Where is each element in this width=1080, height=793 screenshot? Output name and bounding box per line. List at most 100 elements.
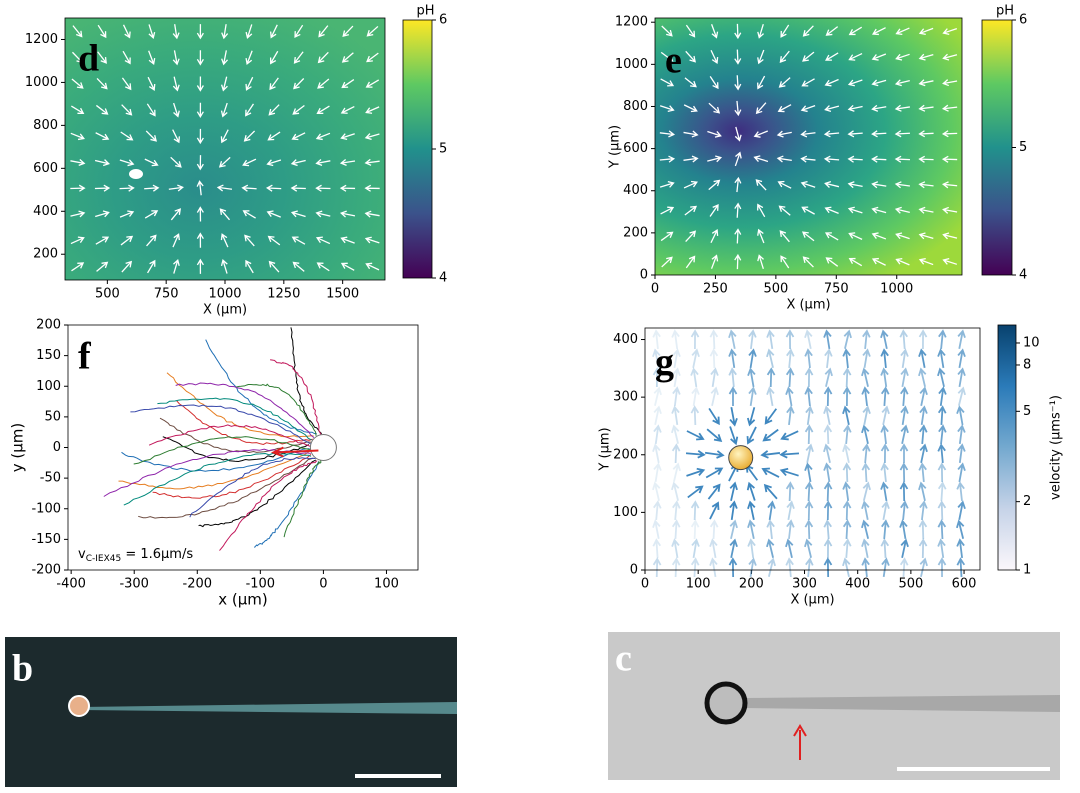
- x-tick-label: 0: [651, 282, 659, 297]
- flow-arrow: [842, 348, 851, 369]
- flow-arrow: [690, 557, 700, 578]
- flow-arrow: [895, 257, 910, 266]
- panel-label: c: [615, 638, 632, 680]
- flow-arrow: [660, 51, 674, 62]
- flow-arrow: [148, 50, 156, 66]
- flow-arrow: [70, 132, 85, 141]
- flow-arrow: [729, 481, 738, 501]
- flow-arrow: [196, 258, 204, 274]
- flow-arrow: [172, 233, 180, 248]
- flow-arrow: [172, 129, 180, 144]
- flow-arrow: [800, 180, 816, 188]
- flow-arrow: [659, 130, 676, 138]
- flow-arrow: [861, 386, 870, 407]
- flow-arrow: [880, 538, 890, 559]
- flow-arrow: [97, 51, 107, 64]
- flow-arrow: [779, 449, 800, 459]
- flow-arrow: [148, 24, 156, 39]
- flow-arrow: [847, 79, 863, 87]
- flow-arrow: [881, 557, 890, 578]
- flow-arrow: [862, 348, 871, 369]
- flow-arrow: [937, 405, 947, 426]
- flow-arrow: [704, 450, 725, 459]
- flow-arrow: [686, 430, 705, 441]
- x-tick-label: 1000: [880, 282, 913, 297]
- flow-arrow: [848, 232, 863, 240]
- flow-arrow: [804, 367, 814, 388]
- flow-arrow: [900, 405, 909, 426]
- flow-arrow: [842, 519, 852, 540]
- flow-arrow: [848, 257, 863, 267]
- flow-arrow: [708, 179, 721, 191]
- flow-arrow: [802, 256, 814, 268]
- flow-arrow: [763, 483, 778, 500]
- flow-arrow: [871, 181, 887, 189]
- flow-arrow: [755, 179, 767, 191]
- flow-arrow: [937, 443, 946, 464]
- flow-arrow: [786, 500, 795, 521]
- flow-arrow: [659, 155, 676, 163]
- trail: [80, 702, 457, 714]
- flow-arrow: [861, 367, 870, 387]
- flow-arrow: [268, 104, 280, 116]
- flow-arrow: [757, 23, 764, 39]
- flow-arrow: [900, 424, 909, 444]
- x-axis-label: X (µm): [203, 303, 247, 318]
- x-tick-label: 250: [703, 282, 728, 297]
- y-tick-label: 0: [640, 268, 648, 283]
- x-tick-label: 1500: [326, 287, 359, 302]
- x-axis-label: X (µm): [790, 593, 834, 608]
- flow-arrow: [684, 205, 698, 216]
- flow-arrow: [144, 184, 160, 192]
- flow-arrow: [687, 485, 704, 499]
- y-tick-label: 200: [623, 225, 648, 240]
- flow-arrow: [880, 386, 890, 407]
- flow-arrow: [842, 500, 852, 521]
- flow-arrow: [881, 519, 890, 540]
- scale-bar: [355, 774, 441, 778]
- flow-arrow: [71, 78, 84, 89]
- x-tick-label: -100: [246, 577, 276, 592]
- flow-arrow: [243, 130, 256, 142]
- y-tick-label: 200: [33, 247, 58, 262]
- flow-arrow: [880, 462, 889, 483]
- flow-arrow: [778, 77, 791, 88]
- flow-arrow: [71, 51, 84, 64]
- flow-arrow: [292, 261, 305, 272]
- flow-arrow: [842, 443, 851, 463]
- flow-arrow: [804, 481, 814, 502]
- x-tick-label: 0: [319, 577, 327, 592]
- flow-arrow: [341, 52, 354, 63]
- flow-arrow: [734, 126, 742, 142]
- flow-arrow: [786, 405, 795, 426]
- flow-arrow: [691, 538, 700, 559]
- flow-arrow: [937, 348, 946, 369]
- trajectory: [130, 404, 311, 445]
- flow-arrow: [220, 233, 229, 248]
- flow-arrow: [216, 184, 233, 192]
- flow-arrow: [661, 256, 673, 268]
- flow-arrow: [317, 78, 330, 89]
- flow-arrow: [842, 557, 851, 577]
- y-tick-label: 600: [623, 141, 648, 156]
- flow-arrow: [671, 424, 680, 444]
- flow-arrow: [340, 236, 355, 244]
- flow-arrow: [709, 348, 719, 369]
- flow-arrow: [196, 24, 204, 40]
- flow-arrow: [652, 348, 661, 368]
- flow-arrow: [119, 159, 135, 167]
- flow-arrow: [218, 156, 231, 168]
- flow-arrow: [221, 50, 229, 66]
- flow-arrow: [776, 155, 792, 163]
- flow-arrow: [804, 348, 813, 369]
- flow-arrow: [918, 27, 934, 36]
- flow-arrow: [780, 24, 790, 38]
- flow-arrow: [785, 557, 794, 578]
- flow-arrow: [776, 130, 792, 138]
- flow-arrow: [747, 500, 756, 520]
- flow-arrow: [847, 130, 863, 138]
- flow-arrow: [861, 462, 871, 483]
- annotation: vC-IEX45 = 1.6µm/s: [78, 547, 193, 564]
- flow-arrow: [918, 79, 934, 87]
- flow-arrow: [937, 519, 947, 540]
